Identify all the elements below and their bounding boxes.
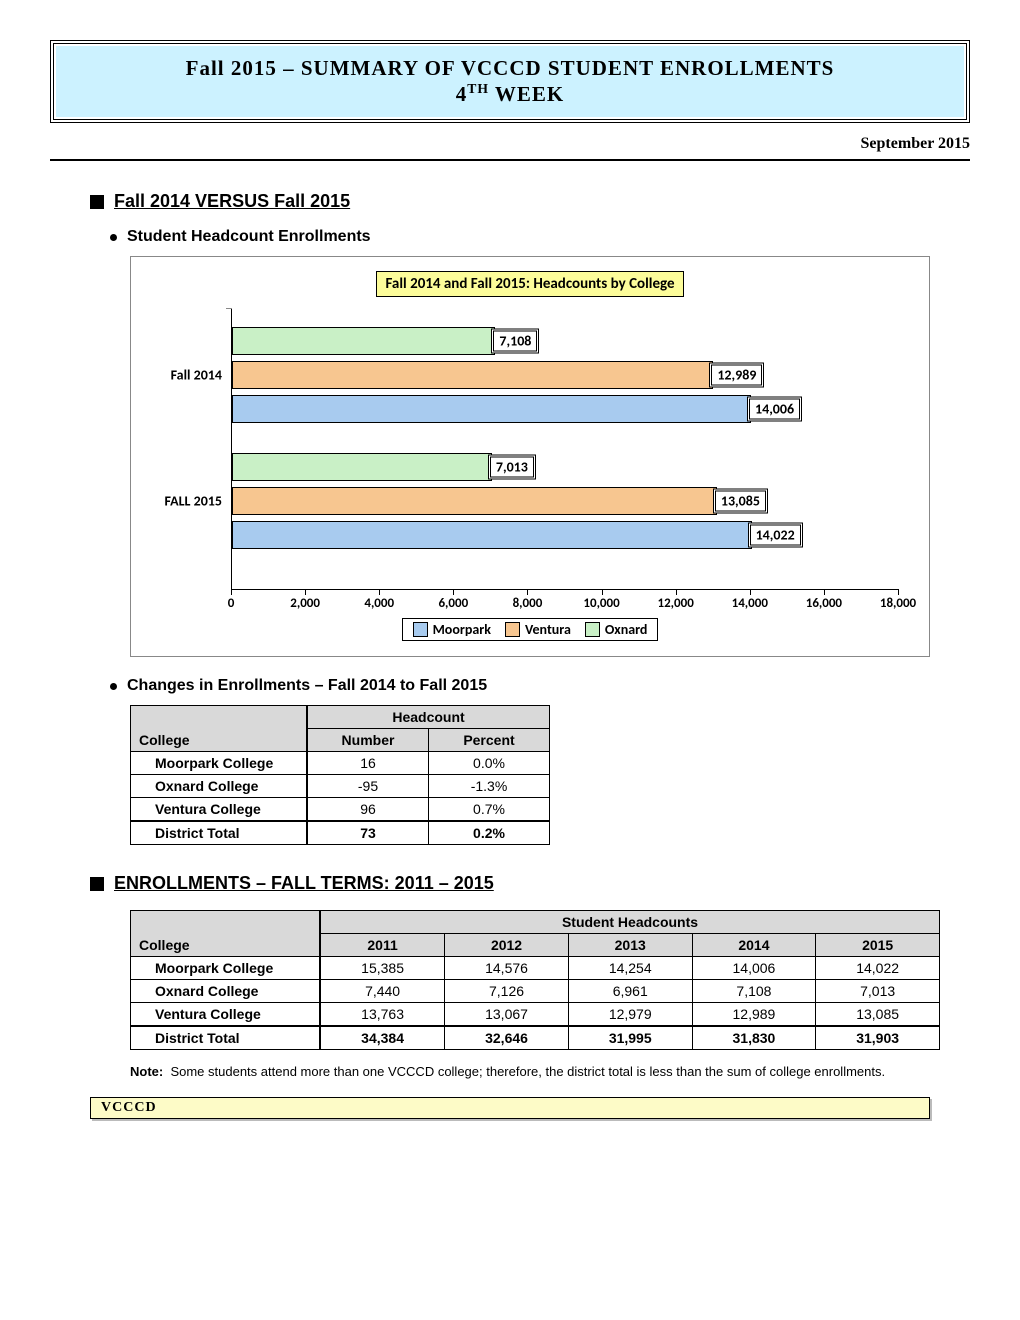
title-banner: Fall 2015 – SUMMARY OF VCCCD STUDENT ENR… [50,40,970,123]
chart-bar [232,395,751,423]
legend-label: Ventura [525,621,571,638]
chart-xtick-label: 12,000 [658,596,694,611]
date-line: September 2015 [50,131,970,161]
chart-xtick-label: 16,000 [806,596,842,611]
chart-xtick-label: 10,000 [583,596,619,611]
chart-bar [232,361,713,389]
note: Note: Some students attend more than one… [130,1064,920,1079]
title-line2-suffix: WEEK [489,82,564,106]
chart-bar-label: 7,013 [488,455,536,480]
chart-bar-label: 14,022 [748,523,803,548]
legend-label: Moorpark [433,621,491,638]
section2-heading: ENROLLMENTS – FALL TERMS: 2011 – 2015 [90,873,970,894]
note-text: Some students attend more than one VCCCD… [170,1064,885,1079]
legend-item: Moorpark [413,621,491,638]
title-box: Fall 2015 – SUMMARY OF VCCCD STUDENT ENR… [56,46,964,117]
chart-xtick-label: 6,000 [438,596,468,611]
square-bullet-icon [90,195,104,209]
chart-xtick-label: 14,000 [732,596,768,611]
chart-xtick-label: 0 [228,596,235,611]
legend-swatch [505,622,520,637]
dot-icon [110,234,117,241]
title-line1: Fall 2015 – SUMMARY OF VCCCD STUDENT ENR… [186,56,835,80]
dot-icon [110,683,117,690]
bullet2-text: Changes in Enrollments – Fall 2014 to Fa… [127,677,487,695]
legend-swatch [585,622,600,637]
bullet-student-headcount: Student Headcount Enrollments [110,228,970,246]
chart-title: Fall 2014 and Fall 2015: Headcounts by C… [376,271,683,297]
headcount-chart: Fall 2014 and Fall 2015: Headcounts by C… [130,256,930,657]
title-line2-prefix: 4 [456,82,468,106]
legend-item: Oxnard [585,621,648,638]
chart-x-axis: 0 2,000 4,000 6,000 8,000 10,000 12,000 14,000 1… [231,590,899,614]
legend-label: Oxnard [605,621,648,638]
chart-xtick-label: 18,000 [880,596,916,611]
chart-legend: Moorpark Ventura Oxnard [402,618,659,641]
chart-group-label: Fall 2014 [152,367,222,384]
bullet1-text: Student Headcount Enrollments [127,228,371,246]
legend-item: Ventura [505,621,571,638]
chart-bar [232,327,495,355]
chart-xtick-label: 2,000 [290,596,320,611]
chart-bar-label: 7,108 [491,329,539,354]
section1-heading: Fall 2014 VERSUS Fall 2015 [90,191,970,212]
chart-bar [232,453,492,481]
chart-group-label: FALL 2015 [152,493,222,510]
chart-plot-area: Fall 20147,10812,98914,006FALL 20157,013… [231,309,899,590]
changes-table: CollegeHeadcountNumberPercentMoorpark Co… [130,705,550,845]
chart-bar [232,521,752,549]
chart-bar [232,487,717,515]
title-line2-sup: TH [467,81,489,96]
note-label: Note: [130,1064,163,1079]
footer-band: VCCCD [90,1097,930,1119]
section1-title: Fall 2014 VERSUS Fall 2015 [114,191,350,212]
chart-xtick-label: 4,000 [364,596,394,611]
chart-bar-label: 13,085 [713,489,768,514]
terms-table: CollegeStudent Headcounts201120122013201… [130,910,940,1050]
square-bullet-icon [90,877,104,891]
chart-xtick-label: 8,000 [513,596,543,611]
chart-bar-label: 12,989 [709,363,764,388]
chart-bar-label: 14,006 [747,397,802,422]
section2-title: ENROLLMENTS – FALL TERMS: 2011 – 2015 [114,873,494,894]
bullet-changes: Changes in Enrollments – Fall 2014 to Fa… [110,677,970,695]
legend-swatch [413,622,428,637]
